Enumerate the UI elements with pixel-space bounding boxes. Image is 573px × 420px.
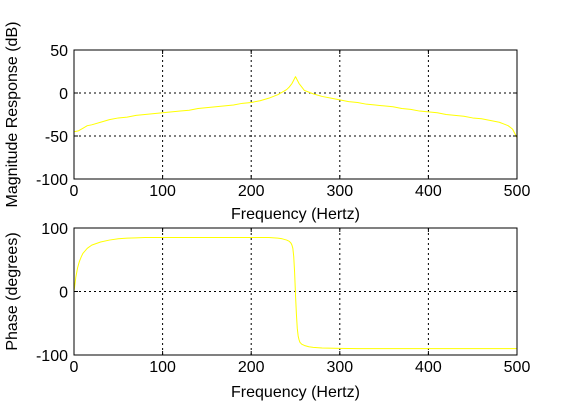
magnitude-tick-labels: 0 100 200 300 400 500 -100 -50 0 50 (36, 43, 530, 200)
phase-y-axis-label: Phase (degrees) (4, 232, 21, 350)
phase-trace-layer (73, 237, 517, 350)
magnitude-y-tick-label: 0 (59, 86, 68, 103)
magnitude-plot-frame (73, 49, 518, 180)
magnitude-x-tick-label: 300 (326, 183, 353, 200)
magnitude-y-axis-label: Magnitude Response (dB) (4, 22, 21, 208)
magnitude-x-tick-label: 500 (504, 183, 531, 200)
phase-series-line (73, 237, 517, 350)
phase-y-tick-label: 0 (59, 285, 68, 302)
magnitude-y-tick-label: -50 (45, 129, 68, 146)
magnitude-x-tick-label: 0 (70, 183, 79, 200)
phase-x-tick-label: 500 (504, 359, 531, 376)
magnitude-x-axis-label: Frequency (Hertz) (231, 206, 360, 223)
magnitude-y-tick-label: 50 (50, 43, 68, 60)
phase-y-tick-label: 100 (41, 221, 68, 238)
magnitude-ticks (73, 49, 518, 180)
phase-x-axis-label: Frequency (Hertz) (231, 384, 360, 401)
magnitude-x-tick-label: 100 (149, 183, 176, 200)
phase-x-tick-label: 0 (70, 359, 79, 376)
phase-y-tick-label: -100 (36, 348, 68, 365)
magnitude-plot: 0 100 200 300 400 500 -100 -50 0 50 Frequency (He… (4, 22, 530, 223)
magnitude-x-tick-label: 200 (238, 183, 265, 200)
magnitude-series-line (73, 76, 518, 138)
phase-x-tick-label: 300 (326, 359, 353, 376)
magnitude-grid (74, 50, 517, 179)
phase-ticks (73, 227, 518, 356)
magnitude-x-tick-label: 400 (415, 183, 442, 200)
phase-x-tick-label: 200 (238, 359, 265, 376)
magnitude-y-tick-label: -100 (36, 172, 68, 189)
phase-x-tick-label: 100 (149, 359, 176, 376)
phase-x-tick-label: 400 (415, 359, 442, 376)
magnitude-trace-layer (73, 76, 518, 138)
